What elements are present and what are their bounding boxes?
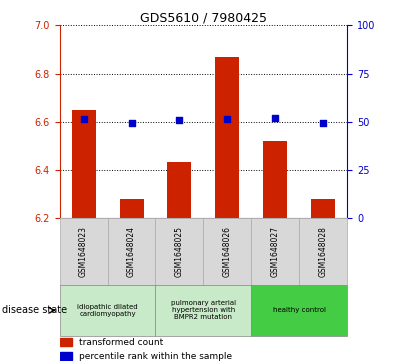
Bar: [215, 57, 239, 218]
Bar: [108, 218, 155, 285]
Text: GSM1648026: GSM1648026: [223, 226, 232, 277]
Point: [128, 120, 135, 126]
Bar: [155, 218, 203, 285]
Text: GSM1648024: GSM1648024: [127, 226, 136, 277]
Bar: [60, 218, 108, 285]
Text: GSM1648027: GSM1648027: [271, 226, 280, 277]
Point: [320, 120, 327, 126]
Bar: [263, 141, 287, 218]
Bar: [203, 218, 252, 285]
Bar: [72, 110, 95, 218]
Point: [272, 115, 279, 121]
Bar: [60, 352, 72, 360]
Text: GSM1648028: GSM1648028: [319, 226, 328, 277]
Point: [224, 116, 231, 122]
Bar: [60, 338, 72, 346]
Bar: [155, 285, 252, 336]
Point: [176, 117, 183, 123]
Text: transformed count: transformed count: [79, 338, 163, 347]
Text: pulmonary arterial
hypertension with
BMPR2 mutation: pulmonary arterial hypertension with BMP…: [171, 300, 236, 321]
Title: GDS5610 / 7980425: GDS5610 / 7980425: [140, 11, 267, 24]
Text: disease state: disease state: [2, 305, 67, 315]
Text: GSM1648025: GSM1648025: [175, 226, 184, 277]
Bar: [168, 163, 192, 218]
Point: [80, 116, 87, 122]
Bar: [311, 199, 335, 218]
Bar: [120, 199, 143, 218]
Text: healthy control: healthy control: [273, 307, 326, 313]
Text: GSM1648023: GSM1648023: [79, 226, 88, 277]
Text: percentile rank within the sample: percentile rank within the sample: [79, 352, 232, 360]
Bar: [299, 218, 347, 285]
Text: idiopathic dilated
cardiomyopathy: idiopathic dilated cardiomyopathy: [77, 304, 138, 317]
Bar: [60, 285, 155, 336]
Bar: [252, 218, 299, 285]
Bar: [252, 285, 347, 336]
